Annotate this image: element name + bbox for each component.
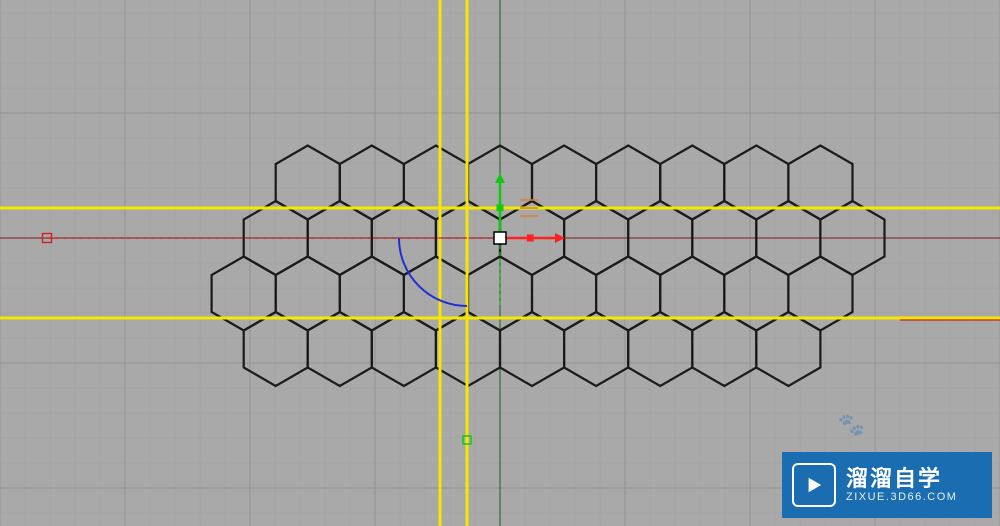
watermark-badge: 溜溜自学 ZIXUE.3D66.COM <box>782 452 992 518</box>
scene-svg <box>0 0 1000 526</box>
gumball-origin[interactable] <box>494 232 506 244</box>
hexagon <box>244 312 308 386</box>
hexagon <box>564 312 628 386</box>
paw-decoration: 🐾 <box>838 412 865 438</box>
rhino-viewport[interactable]: 🐾 溜溜自学 ZIXUE.3D66.COM <box>0 0 1000 526</box>
hexagon <box>500 312 564 386</box>
gumball-y-arrow[interactable] <box>495 173 505 183</box>
hexagon <box>756 312 820 386</box>
hexagon <box>692 312 756 386</box>
hexagon <box>372 312 436 386</box>
gumball-y-scale-handle[interactable] <box>497 204 504 211</box>
hexagon-layer <box>212 146 885 387</box>
hexagon <box>308 312 372 386</box>
hexagon <box>628 312 692 386</box>
watermark-url: ZIXUE.3D66.COM <box>846 491 957 504</box>
play-icon <box>792 463 836 507</box>
gumball-x-scale-handle[interactable] <box>527 235 534 242</box>
watermark-brand: 溜溜自学 <box>846 466 957 491</box>
